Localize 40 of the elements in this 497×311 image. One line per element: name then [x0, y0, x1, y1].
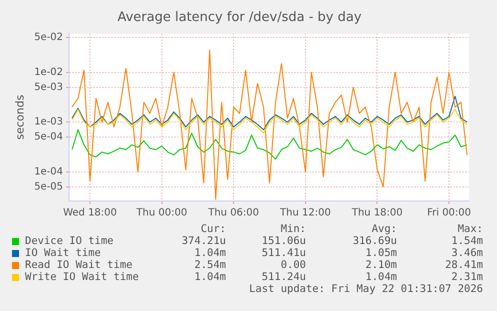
text: 511.41u: [262, 247, 306, 259]
text: 3.46m: [451, 247, 483, 259]
text: 151.06u: [262, 235, 306, 247]
y-axis-title: seconds: [13, 94, 26, 140]
x-tick-label: Thu 12:00: [279, 208, 331, 219]
x-tick-label: Thu 00:00: [135, 208, 188, 219]
x-tick-label: Thu 18:00: [350, 208, 403, 219]
legend-label: Device IO time: [25, 235, 114, 247]
text: Min:: [280, 223, 306, 235]
text: 1.05m: [365, 247, 397, 259]
y-tick-label: 1e-04: [34, 166, 64, 178]
x-tick-label: Wed 18:00: [63, 208, 117, 219]
text: 1.04m: [194, 271, 226, 283]
text: 374.21u: [182, 235, 226, 247]
text: 1.54m: [451, 235, 483, 247]
legend-label: Write IO Wait time: [25, 271, 139, 283]
text: 2.54m: [194, 259, 226, 271]
y-tick-label: 1e-02: [34, 66, 64, 78]
text: Last update: Fri May 22 01:31:07 2026: [249, 283, 483, 295]
text: 2.31m: [451, 271, 483, 283]
text: 1.04m: [194, 247, 226, 259]
text: Cur:: [200, 223, 226, 235]
y-tick-label: 5e-02: [34, 32, 64, 44]
text: 2.10m: [365, 259, 397, 271]
x-tick-label: Fri 00:00: [427, 208, 472, 219]
text: 1.04m: [365, 271, 397, 283]
text: 511.24u: [262, 271, 306, 283]
text: 0.00: [280, 259, 306, 271]
chart-title: Average latency for /dev/sda - by day: [117, 10, 362, 26]
text: 28.41m: [445, 259, 483, 271]
y-tick-label: 5e-04: [34, 132, 64, 143]
text: Avg:: [372, 223, 397, 235]
y-tick-label: 1e-03: [34, 116, 64, 128]
text: Max:: [458, 223, 483, 235]
legend-label: Read IO Wait time: [25, 259, 132, 271]
legend-label: IO Wait time: [25, 247, 101, 259]
text: 316.69u: [352, 235, 397, 247]
y-tick-label: 5e-05: [34, 181, 64, 192]
y-tick-label: 5e-03: [34, 82, 64, 93]
x-tick-label: Thu 06:00: [207, 208, 260, 219]
